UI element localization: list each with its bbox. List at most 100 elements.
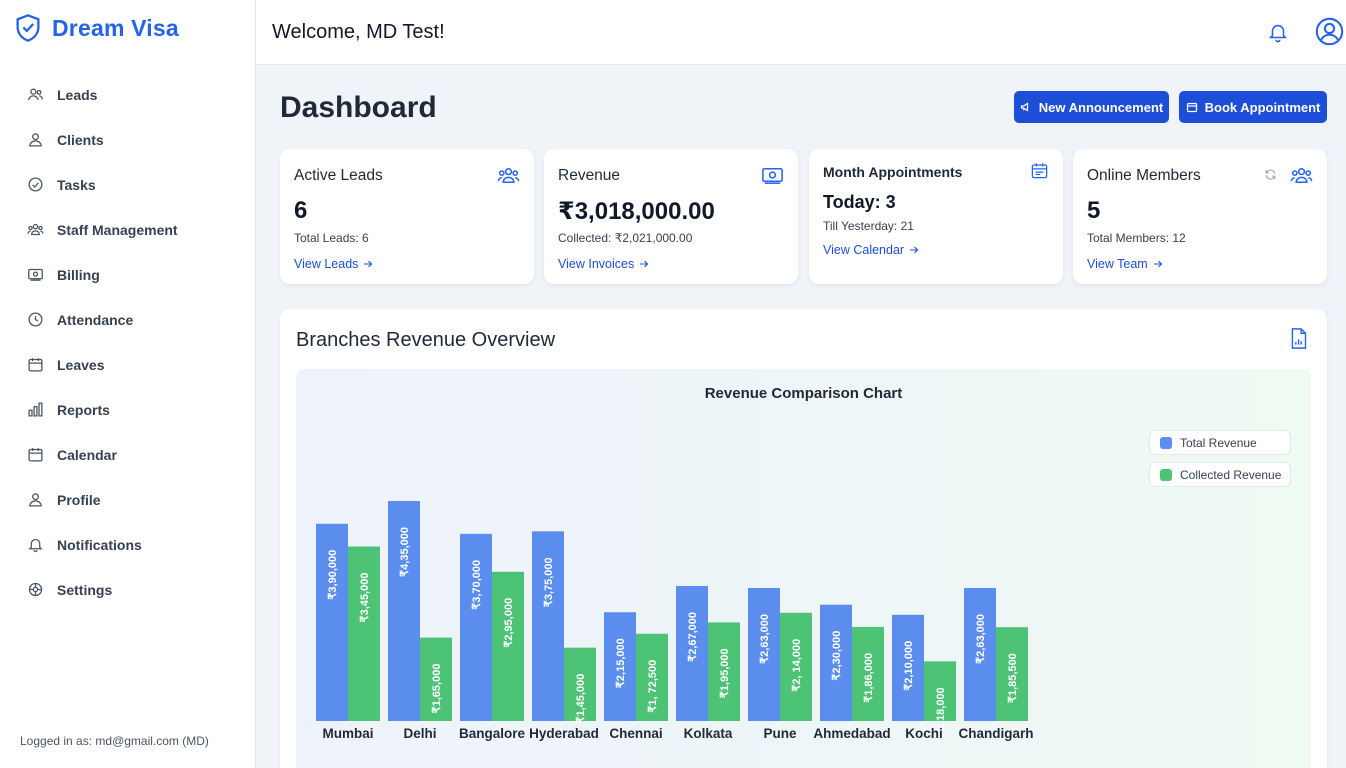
sidebar-item-leads[interactable]: Leads — [0, 72, 255, 117]
export-report-icon[interactable] — [1288, 327, 1309, 350]
money-icon — [762, 168, 783, 184]
sidebar-item-attendance[interactable]: Attendance — [0, 297, 255, 342]
sidebar-item-label: Profile — [57, 491, 101, 508]
megaphone-icon — [1020, 102, 1028, 112]
collected-revenue-bar[interactable] — [852, 626, 884, 721]
arrow-right-icon — [910, 246, 919, 254]
sidebar-item-leaves[interactable]: Leaves — [0, 342, 255, 387]
legend-total-revenue[interactable]: Total Revenue — [1149, 430, 1291, 455]
total-revenue-bar[interactable] — [676, 585, 708, 721]
sidebar-item-label: Attendance — [57, 311, 134, 328]
sidebar-item-label: Reports — [57, 401, 110, 418]
x-tick-label: Delhi — [403, 726, 436, 741]
collected-revenue-bar[interactable] — [780, 612, 812, 721]
bar-value-label: ₹1,86,000 — [863, 653, 875, 703]
brand[interactable]: Dream Visa — [14, 13, 179, 43]
card-subtext: Total Leads: 6 — [294, 231, 369, 245]
total-revenue-bar[interactable] — [388, 501, 420, 721]
calendar-icon — [1031, 163, 1048, 179]
bar-value-label: ₹2, 14,000 — [791, 639, 803, 692]
revenue-card: Revenue ₹3,018,000.00 Collected: ₹2,021,… — [544, 149, 798, 284]
sidebar-item-label: Settings — [57, 581, 113, 598]
bar-value-label: ₹1, 72,500 — [647, 660, 659, 713]
card-title: Active Leads — [294, 167, 383, 184]
total-revenue-bar[interactable] — [532, 531, 564, 721]
gear-icon — [27, 581, 44, 598]
legend-swatch — [1160, 436, 1172, 449]
sidebar-item-label: Notifications — [57, 536, 142, 553]
sidebar-item-label: Staff Management — [57, 221, 178, 238]
x-tick-label: Kochi — [905, 726, 943, 741]
bar-value-label: ₹1,65,000 — [431, 664, 443, 714]
bar-value-label: ₹2,95,000 — [503, 598, 515, 648]
view-invoices-link[interactable]: View Invoices — [558, 257, 650, 271]
new-announcement-button[interactable]: New Announcement — [1014, 91, 1169, 123]
x-tick-label: Mumbai — [322, 726, 373, 741]
user-avatar-icon[interactable] — [1315, 17, 1344, 46]
sidebar-item-tasks[interactable]: Tasks — [0, 162, 255, 207]
x-tick-label: Bangalore — [459, 726, 526, 741]
collected-revenue-bar[interactable] — [564, 647, 596, 721]
link-label: View Invoices — [558, 257, 635, 271]
total-revenue-bar[interactable] — [964, 587, 996, 721]
bar-value-label: ₹1,85,500 — [1007, 653, 1019, 703]
total-revenue-bar[interactable] — [820, 604, 852, 721]
revenue-chart: Revenue Comparison Chart Total Revenue C… — [296, 369, 1311, 768]
card-value: Today: 3 — [823, 192, 896, 212]
arrow-right-icon — [640, 260, 649, 268]
users-group-icon — [497, 168, 520, 183]
sidebar-item-notifications[interactable]: Notifications — [0, 522, 255, 567]
bar-chart-icon — [27, 401, 44, 418]
view-leads-link[interactable]: View Leads — [294, 257, 374, 271]
collected-revenue-bar[interactable] — [492, 571, 524, 721]
collected-revenue-bar[interactable] — [708, 622, 740, 721]
card-title: Month Appointments — [823, 164, 963, 180]
online-members-card: Online Members 5 Total Members: 12 View … — [1073, 149, 1327, 284]
x-tick-label: Ahmedabad — [813, 726, 890, 741]
legend-collected-revenue[interactable]: Collected Revenue — [1149, 462, 1291, 487]
refresh-icon[interactable] — [1264, 168, 1277, 181]
card-subtext: Till Yesterday: 21 — [823, 219, 914, 233]
sidebar-item-billing[interactable]: Billing — [0, 252, 255, 297]
bar-value-label: ₹3,70,000 — [471, 560, 483, 610]
collected-revenue-bar[interactable] — [924, 661, 956, 721]
sidebar-item-staff-management[interactable]: Staff Management — [0, 207, 255, 252]
x-tick-label: Chennai — [609, 726, 662, 741]
total-revenue-bar[interactable] — [460, 533, 492, 721]
sidebar-item-clients[interactable]: Clients — [0, 117, 255, 162]
collected-revenue-bar[interactable] — [636, 633, 668, 721]
calendar-icon — [27, 356, 44, 373]
notification-bell-icon[interactable] — [1267, 20, 1289, 44]
sidebar-item-reports[interactable]: Reports — [0, 387, 255, 432]
bar-value-label: ₹2,10,000 — [903, 641, 915, 691]
link-label: View Team — [1087, 257, 1148, 271]
card-value: 6 — [294, 197, 308, 224]
total-revenue-bar[interactable] — [892, 614, 924, 721]
user-icon — [27, 491, 44, 508]
x-tick-label: Pune — [763, 726, 796, 741]
sidebar-item-calendar[interactable]: Calendar — [0, 432, 255, 477]
view-calendar-link[interactable]: View Calendar — [823, 243, 920, 257]
x-tick-label: Kolkata — [684, 726, 733, 741]
collected-revenue-bar[interactable] — [996, 627, 1028, 721]
bar-value-label: ₹2,30,000 — [831, 631, 843, 681]
new-announcement-label: New Announcement — [1038, 99, 1164, 115]
shield-check-icon — [16, 14, 40, 42]
users-icon — [27, 86, 44, 103]
chart-title: Revenue Comparison Chart — [704, 385, 903, 402]
sidebar-item-profile[interactable]: Profile — [0, 477, 255, 522]
sidebar-item-label: Clients — [57, 131, 104, 148]
view-team-link[interactable]: View Team — [1087, 257, 1164, 271]
month-appointments-card: Month Appointments Today: 3 Till Yesterd… — [809, 149, 1063, 284]
sidebar-item-settings[interactable]: Settings — [0, 567, 255, 612]
collected-revenue-bar[interactable] — [348, 546, 380, 721]
card-title: Revenue — [558, 167, 621, 184]
collected-revenue-bar[interactable] — [420, 637, 452, 721]
bar-value-label: ₹1,95,000 — [719, 648, 731, 698]
total-revenue-bar[interactable] — [316, 523, 348, 721]
bar-value-label: ₹1, 18,000 — [935, 687, 947, 740]
book-appointment-button[interactable]: Book Appointment — [1179, 91, 1327, 123]
branches-revenue-panel: Branches Revenue Overview Revenue Compar… — [280, 309, 1327, 768]
total-revenue-bar[interactable] — [604, 612, 636, 721]
total-revenue-bar[interactable] — [748, 587, 780, 721]
